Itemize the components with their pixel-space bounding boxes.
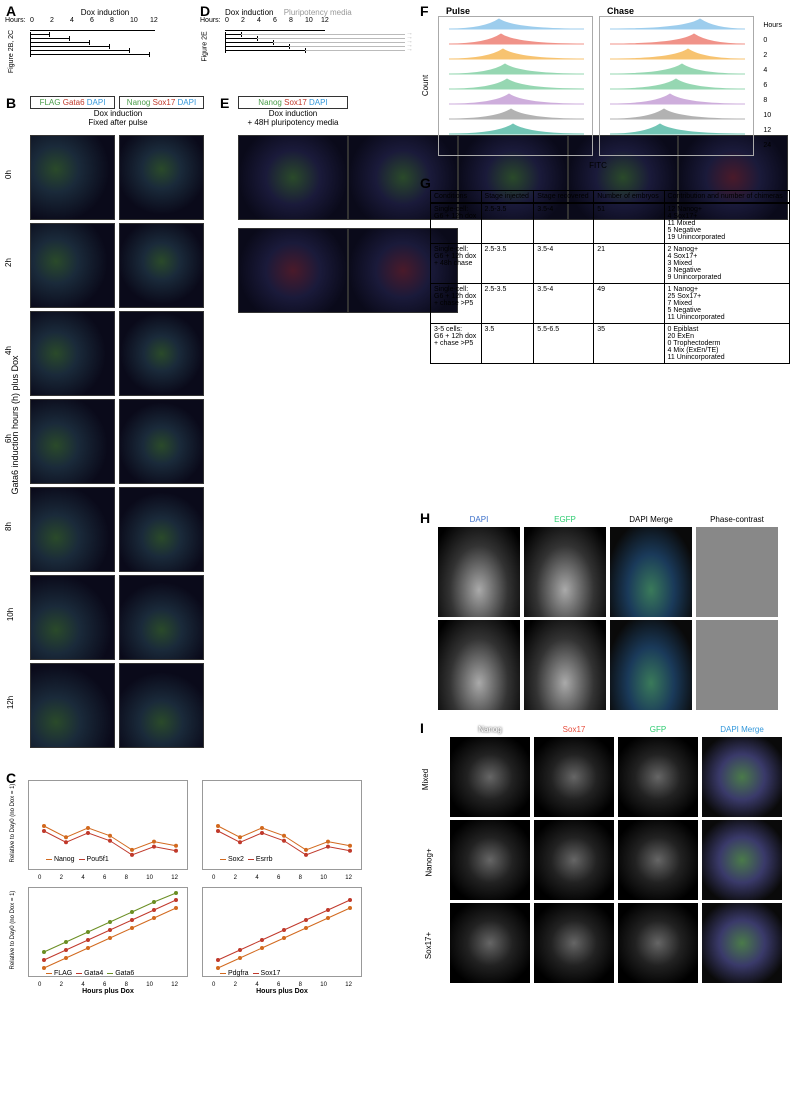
panel-g-table: ConditionsStage injectedStage recoveredN… [430,190,790,364]
panel-i-label: I [420,720,424,736]
panel-f-label: F [420,3,429,19]
panel-b-grid: 0h2h4h6h8h10h12h [30,135,204,751]
hours-label: Hours: [5,17,26,24]
panel-h-grid: DAPIEGFPDAPI MergePhase-contrast [438,515,778,710]
panel-c-charts: Nanog Pou5f1024681012Relative to Day0 (n… [28,780,362,1001]
panel-a-title: Dox induction [30,8,180,17]
panel-b-headers: FLAG Gata6 DAPI Nanog Sox17 DAPI Dox ind… [30,96,206,127]
panel-g-label: G [420,175,431,191]
panel-a-timeline: Dox induction Hours: 024681012 Figure 2B… [30,8,180,58]
panel-e-label: E [220,95,229,111]
panel-h-label: H [420,510,430,526]
panel-e-header: Nanog Sox17 DAPI Dox induction + 48H plu… [238,96,348,127]
panel-b-label: B [6,95,16,111]
panel-f-charts: Pulse Chase Hours02468101224 Count FITC [438,6,758,170]
panel-b-yaxis: Gata6 induction hours (h) plus Dox [10,350,20,500]
panel-d-title: Dox induction [225,8,273,17]
panel-d-timeline: Dox induction Pluripotency media Hours: … [225,8,415,54]
hours-label-d: Hours: [200,17,221,24]
panel-d-title2: Pluripotency media [284,8,352,17]
panel-i-grid: NanogSox17GFPDAPI Merge MixedNanog+Sox17… [450,725,782,983]
